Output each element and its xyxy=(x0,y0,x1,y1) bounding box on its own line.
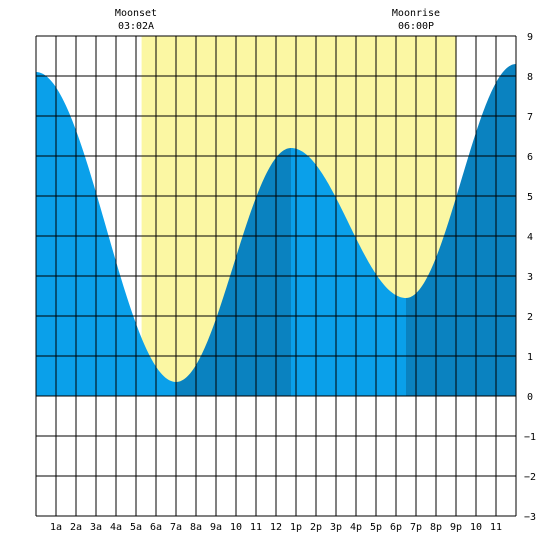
x-tick-label: 4p xyxy=(350,522,362,533)
x-tick-labels: 1a 2a 3a 4a 5a 6a 7a 8a 9a 10 11 12 1p 2p 3p 4p 5p 6p 7p 8p… xyxy=(50,522,502,533)
x-tick-label: 7p xyxy=(410,522,422,533)
x-tick-label: 2a xyxy=(70,522,82,533)
y-tick-label: −1 xyxy=(524,432,536,443)
y-tick-labels: −3 −2 −1 0 1 2 3 4 5 6 7 8 9 xyxy=(524,32,536,523)
moon-event-label: Moonset xyxy=(115,8,157,19)
tide-areas xyxy=(36,64,516,396)
y-tick-label: 0 xyxy=(527,392,533,403)
y-tick-label: 8 xyxy=(527,72,533,83)
moon-event-time: 03:02A xyxy=(118,21,154,32)
y-tick-label: 2 xyxy=(527,312,533,323)
x-tick-label: 12 xyxy=(270,522,282,533)
tide-area-falling xyxy=(36,72,176,396)
x-tick-label: 4a xyxy=(110,522,122,533)
tide-area-falling xyxy=(291,148,406,396)
x-tick-label: 6p xyxy=(390,522,402,533)
moon-event-label: Moonrise xyxy=(392,8,440,19)
y-tick-label: 1 xyxy=(527,352,533,363)
tide-area-rising xyxy=(176,148,291,396)
x-tick-label: 3a xyxy=(90,522,102,533)
y-tick-label: −2 xyxy=(524,472,536,483)
grid-lines xyxy=(35,35,517,517)
x-tick-label: 9a xyxy=(210,522,222,533)
y-tick-label: 9 xyxy=(527,32,533,43)
x-tick-label: 5a xyxy=(130,522,142,533)
x-tick-label: 1a xyxy=(50,522,62,533)
x-tick-label: 10 xyxy=(470,522,482,533)
x-tick-label: 9p xyxy=(450,522,462,533)
x-tick-label: 3p xyxy=(330,522,342,533)
x-tick-label: 6a xyxy=(150,522,162,533)
y-tick-label: 4 xyxy=(527,232,533,243)
moon-annotations: Moonset 03:02A Moonrise 06:00P xyxy=(115,8,440,32)
x-tick-label: 5p xyxy=(370,522,382,533)
x-tick-label: 7a xyxy=(170,522,182,533)
x-tick-label: 10 xyxy=(230,522,242,533)
y-tick-label: −3 xyxy=(524,512,536,523)
x-tick-label: 11 xyxy=(490,522,502,533)
tide-area-rising xyxy=(406,64,516,396)
y-tick-label: 5 xyxy=(527,192,533,203)
y-tick-label: 3 xyxy=(527,272,533,283)
y-tick-label: 6 xyxy=(527,152,533,163)
moon-event-time: 06:00P xyxy=(398,21,434,32)
x-tick-label: 8a xyxy=(190,522,202,533)
y-tick-label: 7 xyxy=(527,112,533,123)
x-tick-label: 1p xyxy=(290,522,302,533)
x-tick-label: 8p xyxy=(430,522,442,533)
x-tick-label: 2p xyxy=(310,522,322,533)
x-tick-label: 11 xyxy=(250,522,262,533)
